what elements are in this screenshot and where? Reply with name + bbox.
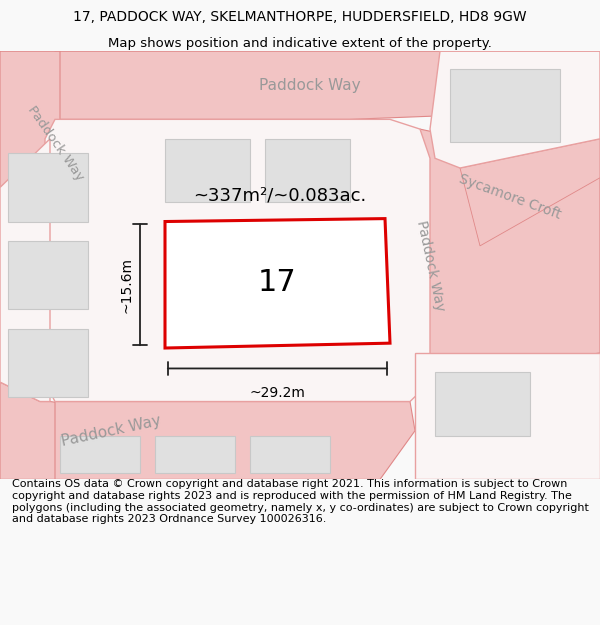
Text: Paddock Way: Paddock Way — [259, 78, 361, 92]
Bar — [265, 139, 350, 202]
Polygon shape — [415, 129, 600, 382]
Polygon shape — [0, 382, 300, 479]
Polygon shape — [55, 401, 415, 479]
Text: Sycamore Croft: Sycamore Croft — [457, 173, 563, 222]
Text: ~15.6m: ~15.6m — [120, 257, 134, 312]
Bar — [250, 436, 330, 472]
Bar — [155, 436, 235, 472]
Polygon shape — [165, 219, 390, 348]
Text: 17: 17 — [257, 268, 296, 298]
Polygon shape — [45, 119, 430, 401]
Text: Paddock Way: Paddock Way — [25, 104, 86, 184]
Bar — [8, 329, 88, 397]
Text: Paddock Way: Paddock Way — [60, 413, 163, 449]
Text: ~337m²/~0.083ac.: ~337m²/~0.083ac. — [193, 186, 367, 204]
Bar — [8, 153, 88, 221]
Text: 17, PADDOCK WAY, SKELMANTHORPE, HUDDERSFIELD, HD8 9GW: 17, PADDOCK WAY, SKELMANTHORPE, HUDDERSF… — [73, 10, 527, 24]
Polygon shape — [415, 353, 600, 479]
Polygon shape — [0, 51, 60, 187]
Text: ~29.2m: ~29.2m — [250, 386, 305, 400]
Bar — [60, 436, 140, 472]
Bar — [165, 139, 250, 202]
Text: Paddock Way: Paddock Way — [413, 219, 446, 312]
Text: Map shows position and indicative extent of the property.: Map shows position and indicative extent… — [108, 37, 492, 50]
Polygon shape — [55, 51, 600, 119]
Bar — [8, 241, 88, 309]
Text: Contains OS data © Crown copyright and database right 2021. This information is : Contains OS data © Crown copyright and d… — [12, 479, 589, 524]
Polygon shape — [0, 139, 50, 401]
Polygon shape — [430, 51, 600, 168]
Bar — [450, 69, 560, 142]
Bar — [435, 372, 530, 436]
Polygon shape — [460, 139, 600, 246]
